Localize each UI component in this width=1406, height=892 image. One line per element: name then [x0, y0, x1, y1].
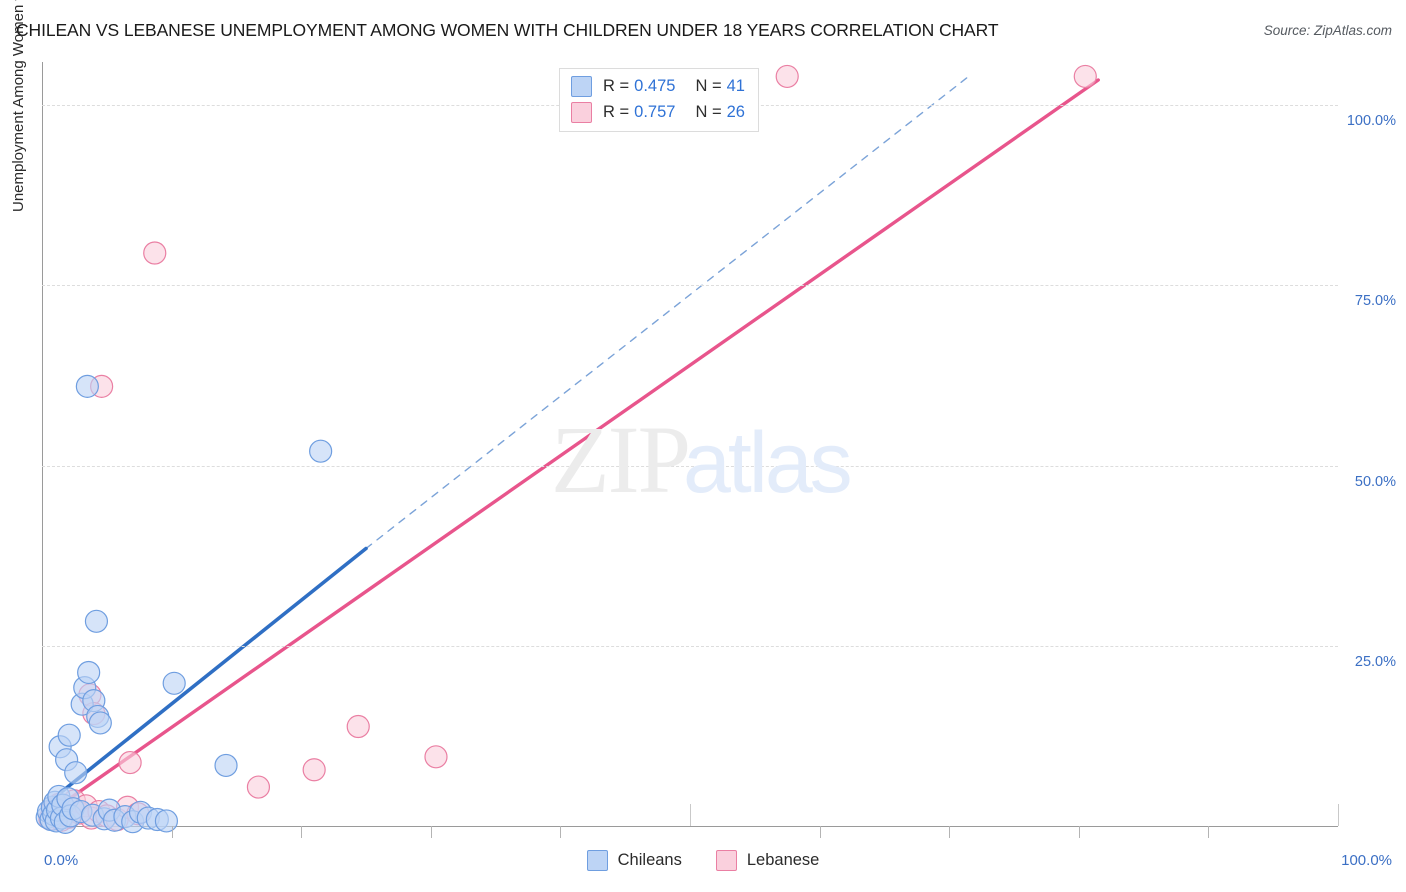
data-point-chileans	[75, 374, 99, 398]
y-axis-title: Unemployment Among Women with Children U…	[10, 0, 27, 212]
data-point-chileans	[162, 671, 186, 695]
chileans-trend-line-extension	[365, 75, 970, 550]
data-point-chileans	[88, 711, 112, 735]
legend-label-lebanese: Lebanese	[746, 851, 820, 869]
x-axis-max-label: 100.0%	[1341, 852, 1392, 869]
n-value-lebanese: 26	[726, 103, 745, 121]
data-point-chileans	[77, 660, 101, 685]
x-tick-mark	[301, 826, 303, 838]
chileans-swatch-icon	[571, 76, 592, 97]
source-attribution: Source: ZipAtlas.com	[1263, 23, 1392, 38]
data-point-chileans	[64, 761, 88, 785]
chileans-legend-swatch-icon	[586, 850, 608, 871]
y-tick-label: 50.0%	[1354, 473, 1396, 490]
data-point-lebanese	[246, 775, 271, 799]
x-axis-min-label: 0.0%	[44, 852, 79, 869]
data-point-lebanese	[1073, 64, 1097, 89]
y-tick-label: 75.0%	[1354, 293, 1396, 310]
gridline	[42, 645, 1338, 647]
x-tick-mark	[171, 826, 173, 838]
data-point-lebanese	[424, 745, 448, 769]
data-point-lebanese	[143, 241, 167, 265]
series-legend: Chileans Lebanese	[0, 850, 1406, 871]
x-tick-mark	[949, 826, 951, 838]
y-tick-label: 100.0%	[1346, 113, 1396, 130]
x-tick-mark	[819, 826, 821, 838]
x-tick-mark	[1338, 804, 1339, 826]
n-label-chileans: N =	[695, 77, 722, 95]
r-label-chileans: R =	[603, 77, 630, 95]
data-point-lebanese	[346, 714, 370, 739]
n-value-chileans: 41	[726, 77, 745, 95]
data-point-lebanese	[118, 750, 142, 775]
stat-row-lebanese: R = 0.757 N = 26	[571, 102, 745, 123]
data-point-chileans	[57, 723, 81, 747]
x-tick-mark	[560, 826, 562, 838]
r-value-lebanese: 0.757	[634, 103, 676, 121]
page-title: CHILEAN VS LEBANESE UNEMPLOYMENT AMONG W…	[16, 20, 999, 40]
gridline	[42, 465, 1338, 467]
r-value-chileans: 0.475	[634, 77, 676, 95]
data-point-chileans	[214, 753, 238, 778]
n-label-lebanese: N =	[695, 103, 722, 121]
legend-item-lebanese[interactable]: Lebanese	[715, 850, 820, 871]
chileans-trend-line	[44, 546, 368, 807]
correlation-stats-box: R = 0.475 N = 41 R = 0.757 N = 26	[559, 68, 759, 132]
lebanese-swatch-icon	[571, 102, 592, 123]
stat-row-chileans: R = 0.475 N = 41	[571, 76, 745, 97]
data-point-chileans	[309, 439, 333, 463]
data-point-lebanese	[775, 64, 799, 89]
legend-label-chileans: Chileans	[617, 851, 682, 869]
legend-item-chileans[interactable]: Chileans	[586, 850, 682, 871]
plot-area	[35, 62, 1338, 834]
x-axis-line	[42, 826, 1338, 827]
lebanese-legend-swatch-icon	[715, 850, 737, 871]
data-point-lebanese	[302, 758, 326, 782]
x-tick-mark	[1208, 826, 1210, 838]
y-tick-label: 25.0%	[1354, 653, 1396, 670]
lebanese-trend-line	[44, 78, 1100, 817]
x-tick-mark	[1078, 826, 1080, 838]
data-point-chileans	[84, 609, 109, 633]
r-label-lebanese: R =	[603, 103, 630, 121]
y-axis-line	[42, 62, 43, 826]
data-layer	[35, 64, 1100, 834]
x-tick-mark	[430, 826, 432, 838]
gridline	[42, 285, 1338, 287]
data-point-chileans	[154, 809, 179, 833]
x-tick-mark	[690, 804, 691, 826]
